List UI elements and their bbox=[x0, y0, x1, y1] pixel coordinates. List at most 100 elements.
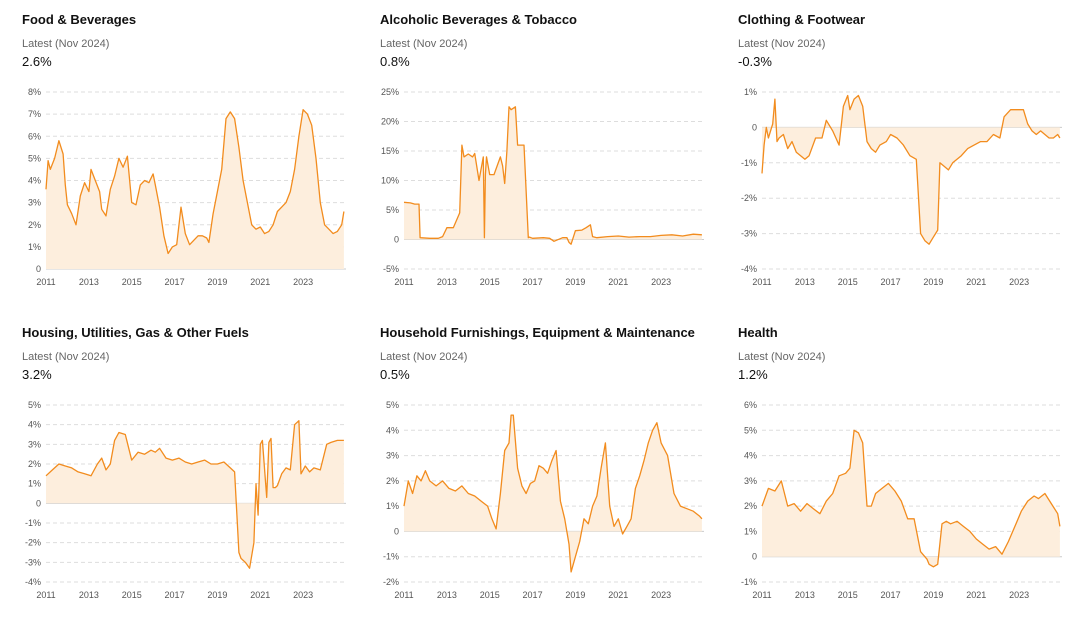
chart-title: Housing, Utilities, Gas & Other Fuels bbox=[22, 325, 249, 340]
line-chart: -5% 0 5% 10% 15% 20% 25% 2011 2013 2015 2017 2019 20… bbox=[381, 87, 704, 287]
latest-value: 0.5% bbox=[380, 367, 410, 382]
series-area bbox=[404, 106, 702, 245]
y-tick-label: 3% bbox=[744, 476, 757, 486]
y-tick-label: -1% bbox=[25, 518, 41, 528]
x-tick-label: 2021 bbox=[966, 277, 986, 287]
x-tick-label: 2013 bbox=[795, 277, 815, 287]
y-tick-label: 20% bbox=[381, 117, 399, 127]
y-tick-label: 5% bbox=[386, 400, 399, 410]
x-tick-label: 2013 bbox=[79, 277, 99, 287]
y-tick-label: 25% bbox=[381, 87, 399, 97]
y-tick-label: 4% bbox=[744, 451, 757, 461]
latest-period-label: Latest (Nov 2024) bbox=[738, 38, 826, 50]
y-tick-label: 5% bbox=[28, 153, 41, 163]
latest-value: 2.6% bbox=[22, 54, 52, 69]
chart-title: Alcoholic Beverages & Tobacco bbox=[380, 12, 577, 27]
x-tick-label: 2011 bbox=[752, 277, 771, 287]
line-chart: -4% -3% -2% -1% 0 1% 2011 2013 2015 2017 2019 2021 2… bbox=[741, 87, 1062, 287]
latest-period-label: Latest (Nov 2024) bbox=[738, 351, 826, 363]
line-chart: -4% -3% -2% -1% 0 1% 2% 3% 4% 5% 2011 2013 2015 2017 2… bbox=[25, 400, 346, 600]
y-tick-label: 1% bbox=[386, 501, 399, 511]
line-chart: -2% -1% 0 1% 2% 3% 4% 5% 2011 2013 2015 2017 2019 202… bbox=[383, 400, 704, 600]
x-tick-label: 2021 bbox=[250, 277, 270, 287]
chart-title: Food & Beverages bbox=[22, 12, 137, 27]
x-tick-label: 2017 bbox=[523, 277, 543, 287]
x-tick-label: 2019 bbox=[923, 590, 943, 600]
y-tick-label: 2% bbox=[744, 501, 757, 511]
x-tick-label: 2015 bbox=[838, 277, 858, 287]
y-tick-label: 2% bbox=[28, 459, 41, 469]
line-chart: 0 1% 2% 3% 4% 5% 6% 7% 8% 2011 2013 2015 2017 2019 202… bbox=[28, 87, 346, 287]
y-tick-label: 2% bbox=[28, 220, 41, 230]
x-tick-label: 2021 bbox=[608, 277, 628, 287]
series-line bbox=[45, 109, 345, 255]
y-tick-label: 0 bbox=[394, 526, 399, 536]
series-area bbox=[46, 109, 344, 269]
x-tick-label: 2017 bbox=[881, 277, 901, 287]
y-tick-label: 3% bbox=[28, 198, 41, 208]
y-tick-label: 1% bbox=[28, 242, 41, 252]
y-tick-label: -5% bbox=[383, 264, 399, 274]
y-tick-label: 10% bbox=[381, 176, 399, 186]
y-tick-label: 0 bbox=[394, 235, 399, 245]
x-tick-label: 2019 bbox=[207, 590, 227, 600]
chart-title: Household Furnishings, Equipment & Maint… bbox=[380, 325, 695, 340]
y-tick-label: -1% bbox=[383, 552, 399, 562]
series-line bbox=[45, 420, 344, 569]
x-tick-label: 2017 bbox=[523, 590, 543, 600]
series-line bbox=[761, 429, 1061, 568]
series-line bbox=[761, 94, 1061, 245]
y-tick-label: 0 bbox=[752, 122, 757, 132]
y-tick-label: -2% bbox=[383, 577, 399, 587]
x-tick-label: 2023 bbox=[651, 590, 671, 600]
x-tick-label: 2019 bbox=[565, 590, 585, 600]
y-tick-label: 5% bbox=[28, 400, 41, 410]
y-tick-label: -3% bbox=[25, 557, 41, 567]
series-line bbox=[403, 414, 703, 573]
x-tick-label: 2017 bbox=[881, 590, 901, 600]
series-area bbox=[404, 415, 702, 572]
chart-panel-housing-utilities: Housing, Utilities, Gas & Other Fuels La… bbox=[22, 325, 362, 625]
latest-value: 0.8% bbox=[380, 54, 410, 69]
latest-period-label: Latest (Nov 2024) bbox=[380, 351, 468, 363]
x-tick-label: 2023 bbox=[1009, 277, 1029, 287]
chart-panel-food-beverages: Food & Beverages Latest (Nov 2024) 2.6% … bbox=[22, 12, 362, 312]
y-tick-label: 0 bbox=[36, 498, 41, 508]
y-tick-label: 2% bbox=[386, 476, 399, 486]
chart-panel-alcoholic-beverages-tobacco: Alcoholic Beverages & Tobacco Latest (No… bbox=[380, 12, 720, 312]
latest-value: 1.2% bbox=[738, 367, 768, 382]
y-tick-label: 4% bbox=[28, 176, 41, 186]
latest-value: -0.3% bbox=[738, 54, 772, 69]
y-tick-label: 15% bbox=[381, 146, 399, 156]
x-tick-label: 2023 bbox=[651, 277, 671, 287]
y-tick-label: 0 bbox=[752, 552, 757, 562]
x-tick-label: 2015 bbox=[122, 590, 142, 600]
x-tick-label: 2019 bbox=[923, 277, 943, 287]
x-tick-label: 2017 bbox=[165, 277, 185, 287]
x-tick-label: 2013 bbox=[795, 590, 815, 600]
x-tick-label: 2021 bbox=[608, 590, 628, 600]
y-tick-label: -3% bbox=[741, 229, 757, 239]
x-tick-label: 2011 bbox=[752, 590, 771, 600]
x-tick-label: 2011 bbox=[394, 277, 413, 287]
y-tick-label: -1% bbox=[741, 158, 757, 168]
x-tick-label: 2011 bbox=[36, 277, 55, 287]
series-line bbox=[403, 106, 702, 245]
y-tick-label: 4% bbox=[28, 420, 41, 430]
series-area bbox=[762, 430, 1060, 567]
series-area bbox=[762, 95, 1060, 245]
y-tick-label: 6% bbox=[28, 131, 41, 141]
x-tick-label: 2023 bbox=[293, 590, 313, 600]
y-tick-label: 3% bbox=[28, 439, 41, 449]
y-tick-label: 5% bbox=[386, 205, 399, 215]
x-tick-label: 2023 bbox=[1009, 590, 1029, 600]
x-tick-label: 2011 bbox=[36, 590, 55, 600]
line-chart: -1% 0 1% 2% 3% 4% 5% 6% 2011 2013 2015 2017 2019 2021… bbox=[741, 400, 1062, 600]
y-tick-label: 5% bbox=[744, 425, 757, 435]
x-tick-label: 2021 bbox=[250, 590, 270, 600]
y-tick-label: 0 bbox=[36, 264, 41, 274]
y-tick-label: 3% bbox=[386, 451, 399, 461]
x-tick-label: 2015 bbox=[122, 277, 142, 287]
y-tick-label: 6% bbox=[744, 400, 757, 410]
latest-period-label: Latest (Nov 2024) bbox=[380, 38, 468, 50]
